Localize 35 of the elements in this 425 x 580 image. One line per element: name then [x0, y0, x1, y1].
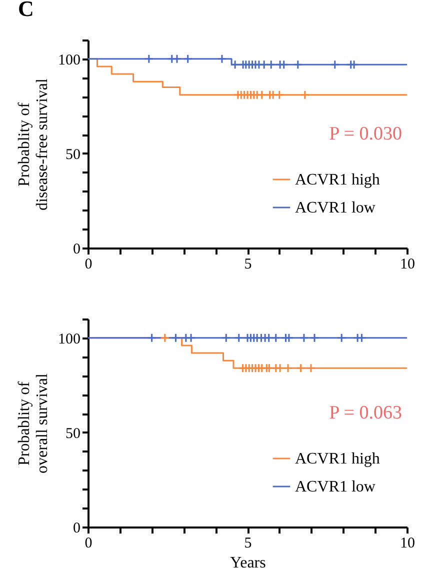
x-tick-label: 0	[84, 536, 92, 552]
point	[144, 54, 154, 64]
x-tick-label: 0	[84, 256, 92, 272]
legend-label: ACVR1 low	[295, 200, 376, 216]
y-tick-label: 50	[66, 146, 80, 163]
y-tick-label: 100	[58, 331, 80, 348]
legend-label: ACVR1 high	[295, 172, 380, 188]
y-tick-label: 0	[73, 242, 80, 258]
point	[274, 90, 284, 100]
y-tick-label: 50	[66, 426, 80, 442]
point	[293, 60, 303, 70]
y-tick-label: 0	[73, 520, 80, 536]
y-axis-title: Probablity of disease-free survival	[16, 78, 51, 210]
x-axis-title: Years	[230, 554, 266, 572]
point	[230, 60, 240, 70]
point	[183, 54, 193, 64]
chart-title: C	[18, 0, 34, 21]
point	[172, 54, 182, 64]
x-tick-label: 10	[400, 536, 415, 552]
y-tick-label: 100	[58, 52, 80, 68]
legend-label: ACVR1 high	[295, 450, 380, 468]
point	[279, 60, 289, 70]
legend-label: ACVR1 low	[295, 478, 376, 496]
x-tick-label: 5	[244, 256, 252, 272]
annotation: P = 0.063	[329, 402, 402, 424]
point	[259, 60, 269, 70]
point	[300, 90, 310, 100]
x-tick-label: 5	[244, 536, 252, 552]
point	[266, 60, 276, 70]
x-tick-label: 10	[400, 256, 415, 272]
point	[217, 54, 227, 64]
y-axis-title: Probablity of overall survival	[16, 372, 51, 474]
point	[330, 60, 340, 70]
point	[257, 90, 267, 100]
annotation: P = 0.030	[329, 124, 402, 145]
